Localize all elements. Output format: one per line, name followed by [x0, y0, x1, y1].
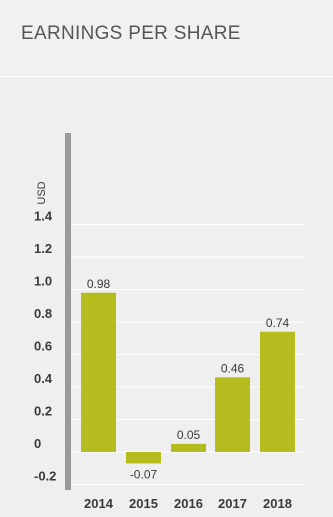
bar-2017 — [215, 377, 250, 452]
bar-2014 — [81, 292, 116, 452]
x-tick-label: 2016 — [174, 496, 203, 511]
y-tick-label: 1.4 — [34, 209, 53, 224]
chart-title: EARNINGS PER SHARE — [21, 23, 241, 44]
y-axis-line — [65, 133, 71, 490]
y-tick-labels: 1.4 1.2 1.0 0.8 0.6 0.4 0.2 0 -0.2 — [34, 209, 56, 484]
x-tick-labels: 2014 2015 2016 2017 2018 — [84, 496, 292, 511]
bar-2016 — [171, 443, 206, 452]
y-tick-label: -0.2 — [34, 469, 56, 484]
y-tick-label: 0 — [34, 436, 41, 451]
x-tick-label: 2017 — [218, 496, 247, 511]
data-labels: 0.98 -0.07 0.05 0.46 0.74 — [87, 277, 290, 482]
data-label-2016: 0.05 — [177, 428, 201, 442]
y-axis — [65, 133, 71, 490]
y-axis-label: USD — [36, 181, 48, 204]
data-label-2014: 0.98 — [87, 277, 111, 291]
title-bar: EARNINGS PER SHARE — [0, 0, 333, 77]
y-tick-label: 0.8 — [34, 306, 52, 321]
y-tick-label: 0.4 — [34, 371, 53, 386]
x-tick-label: 2014 — [84, 496, 114, 511]
x-tick-label: 2018 — [263, 496, 292, 511]
x-tick-label: 2015 — [129, 496, 158, 511]
data-label-2017: 0.46 — [221, 361, 245, 375]
bar-2015 — [126, 452, 161, 464]
data-label-2015: -0.07 — [130, 467, 158, 481]
y-tick-label: 1.2 — [34, 241, 52, 256]
bars — [81, 292, 295, 464]
y-tick-label: 1.0 — [34, 274, 52, 289]
data-label-2018: 0.74 — [266, 316, 290, 330]
y-tick-label: 0.6 — [34, 339, 52, 354]
y-tick-label: 0.2 — [34, 404, 52, 419]
bar-2018 — [260, 331, 295, 452]
